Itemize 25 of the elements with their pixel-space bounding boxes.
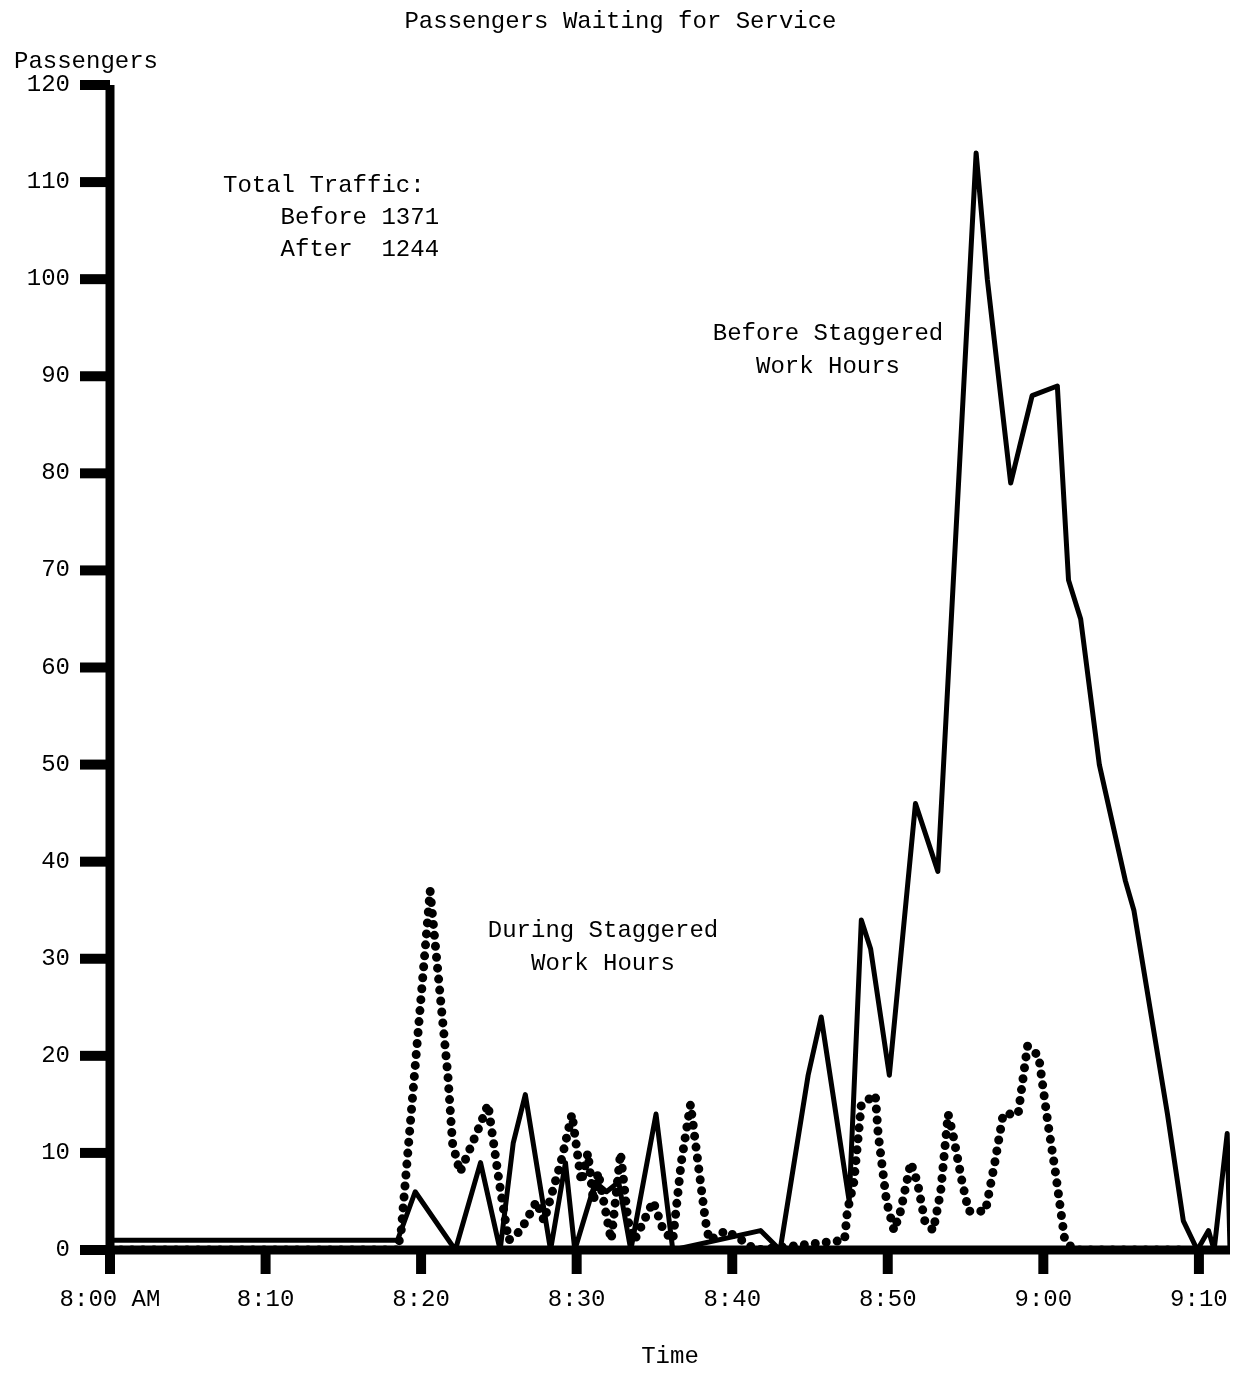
x-tick-label: 8:20 [392, 1286, 450, 1313]
y-tick-label: 10 [41, 1138, 70, 1167]
chart-title: Passengers Waiting for Service [403, 8, 838, 35]
y-tick-label: 100 [26, 265, 70, 294]
x-tick-label: 8:50 [858, 1286, 917, 1313]
x-tick-label: 8:40 [703, 1286, 762, 1313]
y-tick-label: 60 [41, 653, 70, 682]
y-tick-label: 90 [41, 362, 70, 391]
y-tick-label: 30 [41, 944, 70, 973]
x-tick-label: 8:30 [547, 1286, 606, 1313]
y-tick-label: 110 [26, 168, 70, 197]
text: During Staggered Work Hours [486, 916, 720, 979]
x-tick-label: 8:00 AM [59, 1286, 161, 1313]
y-tick-label: 40 [41, 847, 70, 876]
y-tick-label: 20 [41, 1041, 70, 1070]
x-tick-label: 9:10 [1170, 1286, 1228, 1313]
x-tick-label: 9:00 [1014, 1286, 1073, 1313]
x-tick-label: 8:10 [236, 1286, 295, 1313]
annotation: Total Traffic: Before 1371 After 1244 [223, 171, 440, 265]
y-tick-label: 70 [41, 556, 70, 585]
x-axis-title: Time [640, 1343, 700, 1370]
series-label: Before Staggered Work Hours [711, 319, 945, 382]
y-tick-label: 50 [41, 750, 70, 779]
y-tick-label: 80 [41, 459, 70, 488]
y-tick-label: 0 [55, 1236, 70, 1264]
